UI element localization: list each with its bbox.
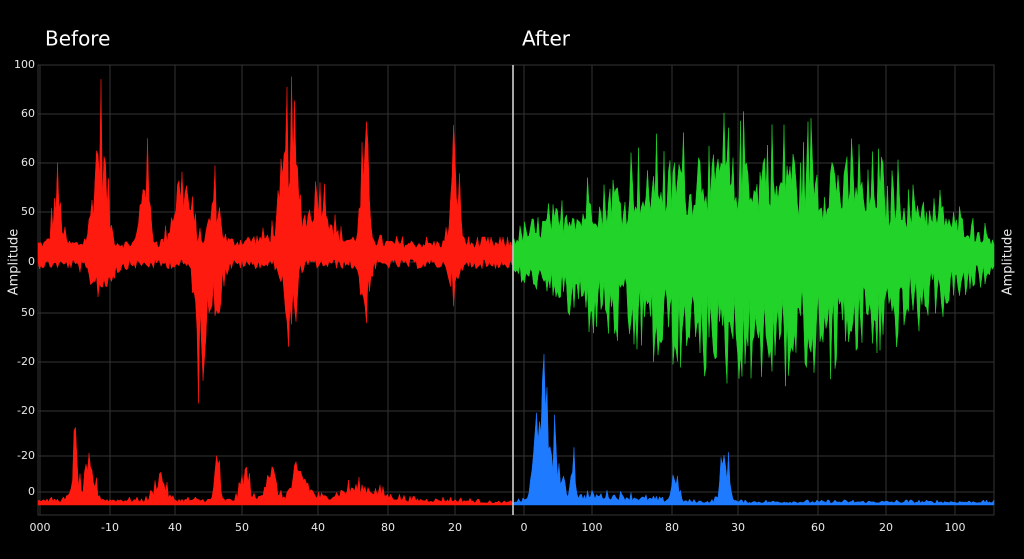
x-tick-label: 000	[30, 521, 51, 534]
y-tick-label: -20	[17, 449, 35, 462]
y-tick-label: 50	[21, 306, 35, 319]
green-waveform	[513, 111, 995, 387]
waveforms	[37, 76, 995, 506]
blue-spectrum	[513, 354, 995, 506]
x-tick-label: 100	[945, 521, 966, 534]
x-tick-label: 40	[311, 521, 325, 534]
x-tick-label: 50	[235, 521, 249, 534]
y-tick-label: 0	[28, 485, 35, 498]
y-tick-label: -20	[17, 355, 35, 368]
y-tick-label: 60	[21, 107, 35, 120]
x-tick-label: -10	[101, 521, 119, 534]
x-tick-label: 30	[731, 521, 745, 534]
after-title: After	[522, 27, 571, 51]
x-tick-label: 80	[665, 521, 679, 534]
red-spectrum	[37, 427, 513, 506]
x-tick-label: 60	[811, 521, 825, 534]
x-tick-label: 80	[381, 521, 395, 534]
y-tick-label: -20	[17, 404, 35, 417]
x-tick-label: 20	[448, 521, 462, 534]
x-tick-label: 40	[168, 521, 182, 534]
axis-label-left: Amplitude	[7, 229, 22, 296]
y-tick-label: 0	[28, 255, 35, 268]
y-tick-label: 60	[21, 156, 35, 169]
axis-label-right: Amplitude	[1001, 229, 1016, 296]
y-tick-label: 100	[14, 58, 35, 71]
x-tick-label: 20	[879, 521, 893, 534]
y-tick-label: 50	[21, 205, 35, 218]
x-tick-label: 100	[582, 521, 603, 534]
before-title: Before	[45, 27, 110, 51]
x-tick-label: 0	[521, 521, 528, 534]
red-waveform	[37, 76, 513, 404]
